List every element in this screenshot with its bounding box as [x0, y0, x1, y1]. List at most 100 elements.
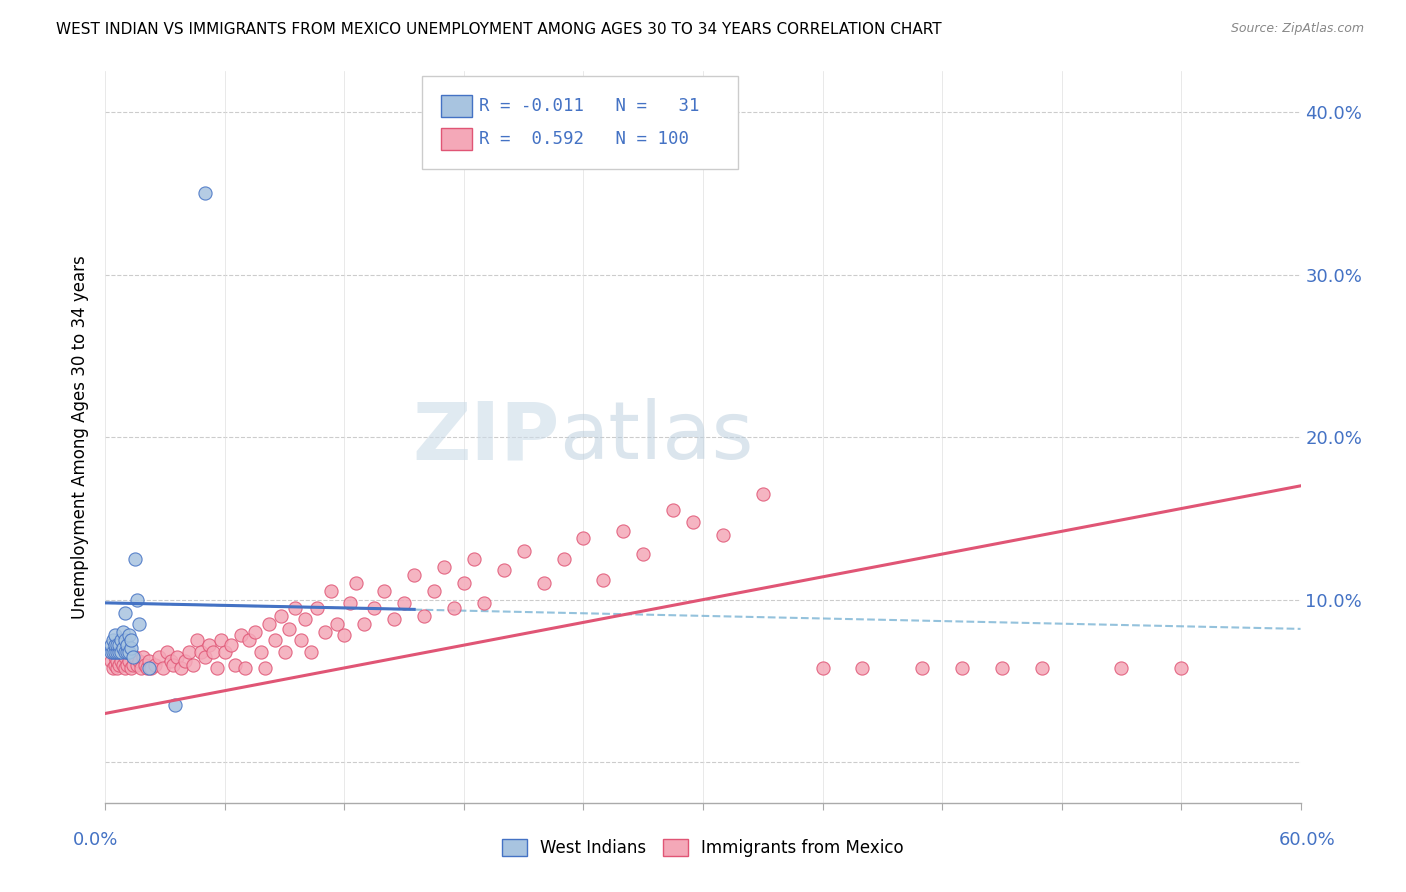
Point — [114, 606, 136, 620]
Point — [124, 649, 146, 664]
Point — [110, 645, 132, 659]
Point — [553, 552, 575, 566]
Text: 0.0%: 0.0% — [73, 831, 118, 849]
Point — [103, 661, 125, 675]
Legend: West Indians, Immigrants from Mexico: West Indians, Immigrants from Mexico — [495, 832, 911, 864]
Text: ZIP: ZIP — [412, 398, 560, 476]
Point — [114, 649, 136, 664]
Point — [363, 600, 385, 615]
Y-axis label: Unemployment Among Ages 30 to 34 years: Unemployment Among Ages 30 to 34 years — [72, 255, 90, 619]
Point — [122, 657, 145, 672]
Point — [851, 661, 873, 675]
Point — [132, 649, 155, 664]
Point — [305, 600, 328, 615]
Point — [122, 649, 145, 664]
Point — [143, 657, 166, 672]
Point — [118, 645, 141, 659]
Point — [612, 524, 634, 539]
Point — [202, 645, 225, 659]
Point — [250, 645, 273, 659]
Point — [433, 560, 456, 574]
Point — [339, 596, 361, 610]
Point — [373, 584, 395, 599]
Point — [162, 657, 184, 672]
Point — [181, 657, 204, 672]
Point — [392, 596, 416, 610]
Point — [108, 638, 131, 652]
Point — [103, 633, 125, 648]
Point — [277, 622, 299, 636]
Point — [110, 633, 132, 648]
Point — [117, 638, 139, 652]
Point — [104, 638, 127, 652]
Point — [118, 654, 141, 668]
Point — [148, 649, 170, 664]
Point — [592, 573, 614, 587]
Point — [108, 645, 131, 659]
Point — [141, 661, 163, 675]
Point — [257, 617, 280, 632]
Point — [533, 576, 555, 591]
Point — [156, 645, 179, 659]
Point — [190, 645, 212, 659]
Point — [165, 698, 187, 713]
Point — [108, 657, 131, 672]
Point — [104, 649, 127, 664]
Point — [104, 657, 127, 672]
Point — [270, 608, 292, 623]
Point — [290, 633, 312, 648]
Point — [174, 654, 197, 668]
Point — [177, 645, 201, 659]
Point — [443, 600, 465, 615]
Point — [346, 576, 368, 591]
Point — [205, 661, 228, 675]
Point — [1111, 661, 1133, 675]
Point — [194, 186, 217, 201]
Point — [1031, 661, 1053, 675]
Point — [294, 612, 316, 626]
Point — [238, 633, 260, 648]
Text: WEST INDIAN VS IMMIGRANTS FROM MEXICO UNEMPLOYMENT AMONG AGES 30 TO 34 YEARS COR: WEST INDIAN VS IMMIGRANTS FROM MEXICO UN… — [56, 22, 942, 37]
Point — [711, 527, 734, 541]
Point — [127, 592, 149, 607]
Point — [198, 638, 221, 652]
Point — [100, 654, 122, 668]
Point — [404, 568, 426, 582]
Point — [209, 633, 232, 648]
Point — [990, 661, 1012, 675]
Point — [128, 617, 150, 632]
Point — [682, 515, 704, 529]
Point — [382, 612, 405, 626]
Point — [114, 633, 136, 648]
Point — [117, 657, 139, 672]
Point — [353, 617, 375, 632]
Point — [284, 600, 307, 615]
Point — [333, 628, 356, 642]
Point — [194, 649, 217, 664]
Point — [233, 661, 256, 675]
Point — [423, 584, 446, 599]
Point — [166, 649, 188, 664]
Point — [100, 645, 122, 659]
Point — [129, 661, 153, 675]
Point — [243, 625, 266, 640]
Text: Source: ZipAtlas.com: Source: ZipAtlas.com — [1230, 22, 1364, 36]
Point — [811, 661, 834, 675]
Point — [112, 657, 135, 672]
Point — [110, 654, 132, 668]
Point — [120, 641, 142, 656]
Point — [413, 608, 436, 623]
Point — [107, 661, 129, 675]
Point — [124, 552, 146, 566]
Point — [112, 641, 135, 656]
Point — [453, 576, 475, 591]
Point — [572, 531, 595, 545]
Point — [314, 625, 336, 640]
Point — [229, 628, 252, 642]
Point — [1170, 661, 1192, 675]
Point — [224, 657, 246, 672]
Point — [219, 638, 242, 652]
Text: atlas: atlas — [560, 398, 754, 476]
Point — [104, 628, 127, 642]
Point — [100, 638, 122, 652]
